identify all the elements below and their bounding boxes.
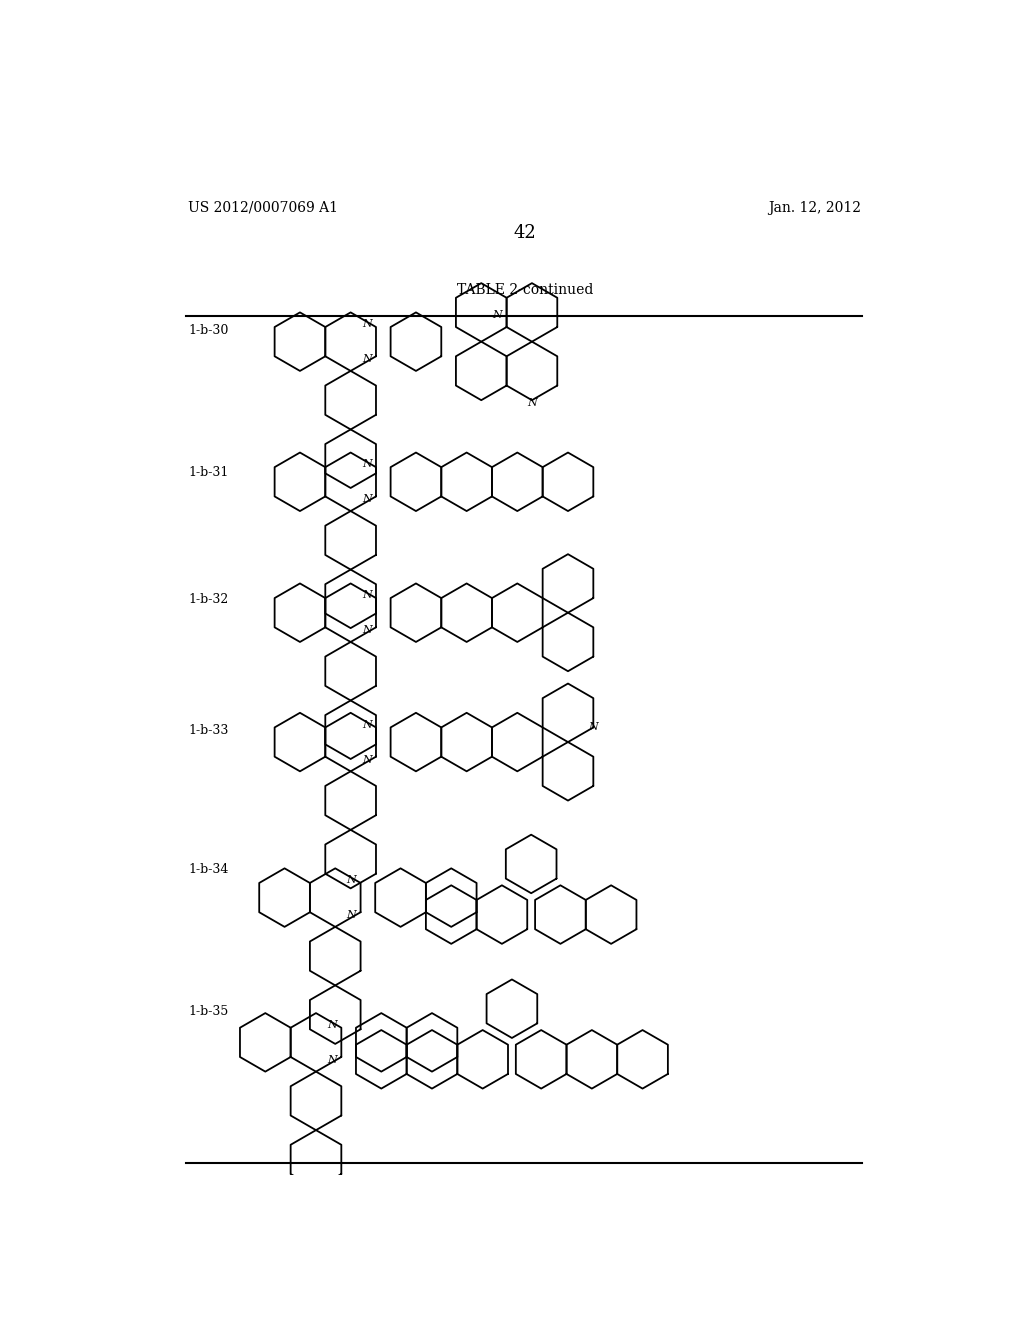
Text: N: N [346,875,356,884]
Text: 1-b-32: 1-b-32 [188,594,228,606]
Text: Jan. 12, 2012: Jan. 12, 2012 [768,201,861,215]
Text: 1-b-34: 1-b-34 [188,863,228,876]
Text: N: N [361,319,372,329]
Text: N: N [588,722,598,733]
Text: 1-b-30: 1-b-30 [188,323,228,337]
Text: 1-b-35: 1-b-35 [188,1006,228,1019]
Text: N: N [361,459,372,469]
Text: TABLE 2-continued: TABLE 2-continued [457,284,593,297]
Text: N: N [361,755,372,764]
Text: N: N [361,626,372,635]
Text: N: N [328,1020,337,1030]
Text: N: N [346,911,356,920]
Text: N: N [527,399,537,408]
Text: N: N [493,310,502,321]
Text: N: N [361,495,372,504]
Text: 1-b-31: 1-b-31 [188,466,228,479]
Text: 42: 42 [513,224,537,242]
Text: 1-b-33: 1-b-33 [188,725,228,738]
Text: N: N [361,590,372,601]
Text: N: N [361,719,372,730]
Text: US 2012/0007069 A1: US 2012/0007069 A1 [188,201,338,215]
Text: N: N [361,354,372,364]
Text: N: N [328,1055,337,1065]
